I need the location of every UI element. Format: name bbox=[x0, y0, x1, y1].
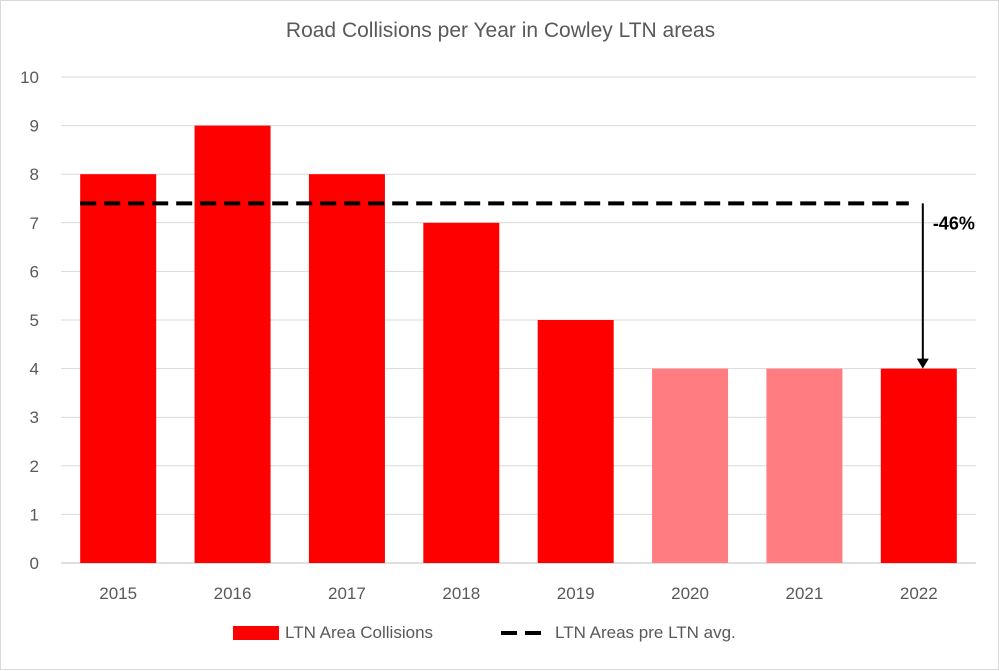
bar-2019 bbox=[537, 320, 614, 563]
y-tick-label: 10 bbox=[20, 68, 39, 87]
bar-2021 bbox=[766, 368, 843, 563]
x-tick-label: 2017 bbox=[328, 584, 366, 603]
legend-label-average: LTN Areas pre LTN avg. bbox=[555, 623, 736, 642]
x-tick-label: 2018 bbox=[442, 584, 480, 603]
x-tick-label: 2022 bbox=[900, 584, 938, 603]
legend-item-average: LTN Areas pre LTN avg. bbox=[501, 623, 736, 643]
legend-item-collisions: LTN Area Collisions bbox=[233, 623, 433, 643]
annotation-arrow-head bbox=[916, 358, 929, 369]
bar-2017 bbox=[308, 174, 385, 563]
y-tick-label: 7 bbox=[30, 214, 39, 233]
y-tick-label: 1 bbox=[30, 505, 39, 524]
y-tick-label: 6 bbox=[30, 262, 39, 281]
chart-legend: LTN Area Collisions LTN Areas pre LTN av… bbox=[1, 623, 999, 651]
y-tick-label: 4 bbox=[30, 360, 39, 379]
y-tick-label: 5 bbox=[30, 311, 39, 330]
bar-2015 bbox=[80, 174, 157, 563]
y-tick-label: 2 bbox=[30, 457, 39, 476]
y-tick-label: 3 bbox=[30, 408, 39, 427]
bar-2018 bbox=[423, 222, 500, 564]
bar-2020 bbox=[652, 368, 729, 563]
x-tick-label: 2021 bbox=[786, 584, 824, 603]
annotation-label: -46% bbox=[933, 213, 975, 233]
legend-label-collisions: LTN Area Collisions bbox=[285, 623, 434, 642]
chart-title: Road Collisions per Year in Cowley LTN a… bbox=[285, 19, 716, 42]
x-tick-label: 2015 bbox=[99, 584, 137, 603]
bar-2022 bbox=[880, 368, 957, 563]
y-tick-label: 9 bbox=[30, 117, 39, 136]
legend-swatch-dashed-line bbox=[501, 631, 549, 635]
x-tick-label: 2020 bbox=[671, 584, 709, 603]
x-tick-label: 2016 bbox=[214, 584, 252, 603]
y-tick-label: 0 bbox=[30, 554, 39, 573]
y-tick-label: 8 bbox=[30, 165, 39, 184]
x-tick-label: 2019 bbox=[557, 584, 595, 603]
bar-2016 bbox=[194, 125, 271, 563]
legend-swatch-bar bbox=[233, 626, 279, 640]
